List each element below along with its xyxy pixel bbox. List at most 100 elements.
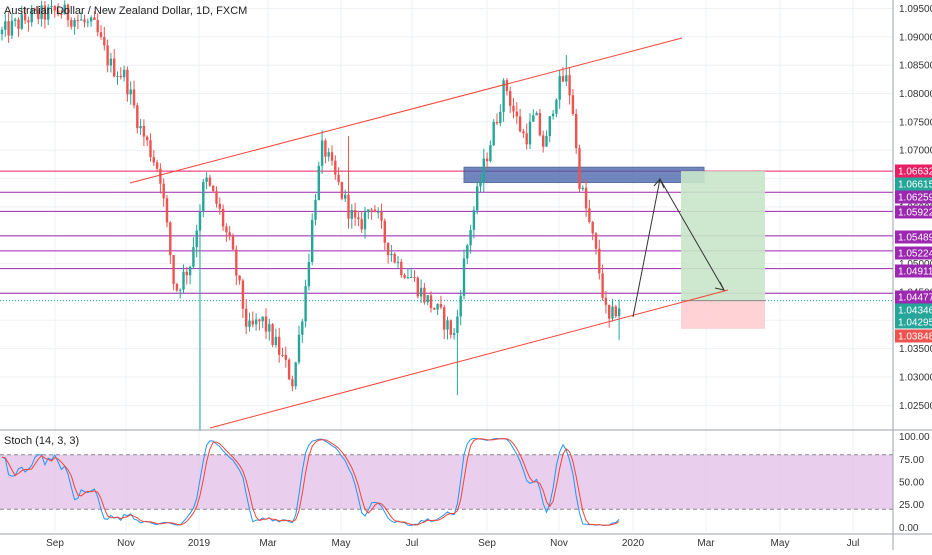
candle-body (433, 308, 436, 310)
candle-body (330, 152, 334, 161)
candle-body (370, 209, 373, 211)
candle-body (304, 286, 307, 322)
candle-body (7, 21, 10, 36)
candle-body (400, 261, 403, 276)
price-axis-label: 1.03000 (899, 372, 932, 383)
candle-body (185, 271, 188, 276)
candle-body (169, 222, 172, 256)
candle-body (93, 17, 96, 20)
candle-body (608, 304, 611, 319)
time-axis-label: Jul (847, 538, 860, 549)
price-axis-label: 1.08000 (899, 89, 932, 100)
upper-trendline (129, 37, 683, 184)
candle-body (528, 121, 532, 145)
candle-body (413, 277, 416, 279)
candle-body (40, 5, 43, 20)
candle-body (139, 125, 142, 129)
candle-body (377, 211, 380, 213)
candle-body (245, 308, 248, 327)
candle-body (129, 89, 132, 95)
candle-body (320, 140, 324, 166)
candle-body (76, 20, 80, 22)
candle-body (311, 219, 314, 262)
candle-body (337, 174, 340, 183)
candle-body (443, 307, 446, 330)
drawing-zones-layer (463, 166, 765, 329)
candle-body (525, 133, 528, 145)
candle-body (522, 131, 525, 134)
time-axis-label: May (771, 538, 790, 549)
candle-body (334, 160, 337, 175)
candle-body (324, 140, 327, 157)
candle-body (241, 280, 245, 309)
candle-body (571, 95, 575, 114)
price-badge-label: 1.04346 (898, 306, 932, 317)
price-badge-label: 1.05922 (898, 208, 932, 219)
target-zone (681, 171, 765, 301)
candle-body (225, 226, 228, 233)
candle-body (0, 29, 4, 35)
candle-body (274, 336, 278, 345)
stoch-d-line (1, 438, 620, 526)
candle-body (53, 6, 56, 11)
candle-body (466, 245, 469, 259)
candle-body (198, 211, 202, 231)
price-badge (895, 246, 932, 260)
candle-body (63, 4, 66, 15)
candle-body (558, 76, 561, 100)
stoch-axis-label: 100.00 (899, 432, 930, 443)
candle-body (314, 199, 317, 220)
price-badge-label: 1.05489 (898, 233, 932, 244)
price-badge (895, 164, 932, 178)
price-badges-layer: 1.06632 1.06615 1.06259 1.05922 1.05489 1.052… (895, 164, 932, 343)
candle-body (344, 194, 347, 199)
candle-body (505, 80, 509, 92)
candle-body (254, 319, 258, 325)
price-badge (895, 329, 932, 343)
time-axis-label: 2020 (622, 538, 645, 549)
candle-body (542, 135, 545, 147)
candle-body (340, 182, 344, 199)
time-axis-label: Mar (259, 538, 277, 549)
trendlines-layer (129, 37, 729, 429)
candle-body (307, 261, 311, 287)
candle-body (20, 14, 23, 29)
candle-body (363, 212, 367, 230)
candle-body (390, 253, 393, 256)
time-axis-label: Sep (46, 538, 64, 549)
candle-body (212, 185, 215, 192)
candle-body (278, 336, 281, 355)
candle-body (96, 19, 99, 33)
candle-body (601, 273, 604, 298)
candle-body (565, 75, 568, 82)
candle-body (264, 316, 268, 332)
candle-body (449, 320, 452, 335)
candle-body (205, 177, 208, 182)
price-axis-label: 1.07000 (899, 146, 932, 157)
price-badge-label: 1.06632 (898, 167, 932, 178)
candle-body (113, 58, 116, 77)
candle-body (584, 187, 588, 209)
candle-body (47, 7, 50, 20)
candle-body (327, 152, 330, 157)
stoch-band-layer (0, 454, 893, 510)
candle-body (14, 19, 17, 21)
candle-body (218, 203, 221, 209)
candle-body (462, 258, 466, 296)
price-badge-label: 1.04477 (898, 293, 932, 304)
candle-body (238, 275, 241, 281)
price-badge (895, 290, 932, 304)
candle-body (281, 354, 284, 356)
candle-body (476, 186, 479, 211)
candle-body (23, 14, 27, 21)
price-axis-label: 1.09000 (899, 32, 932, 43)
candle-body (231, 236, 235, 250)
stoch-lines-layer (1, 437, 620, 527)
candle-body (215, 191, 218, 204)
candle-body (357, 217, 360, 220)
candle-body (146, 136, 149, 141)
candle-body (545, 135, 548, 147)
stoch-overbought-oversold-band (0, 454, 893, 510)
